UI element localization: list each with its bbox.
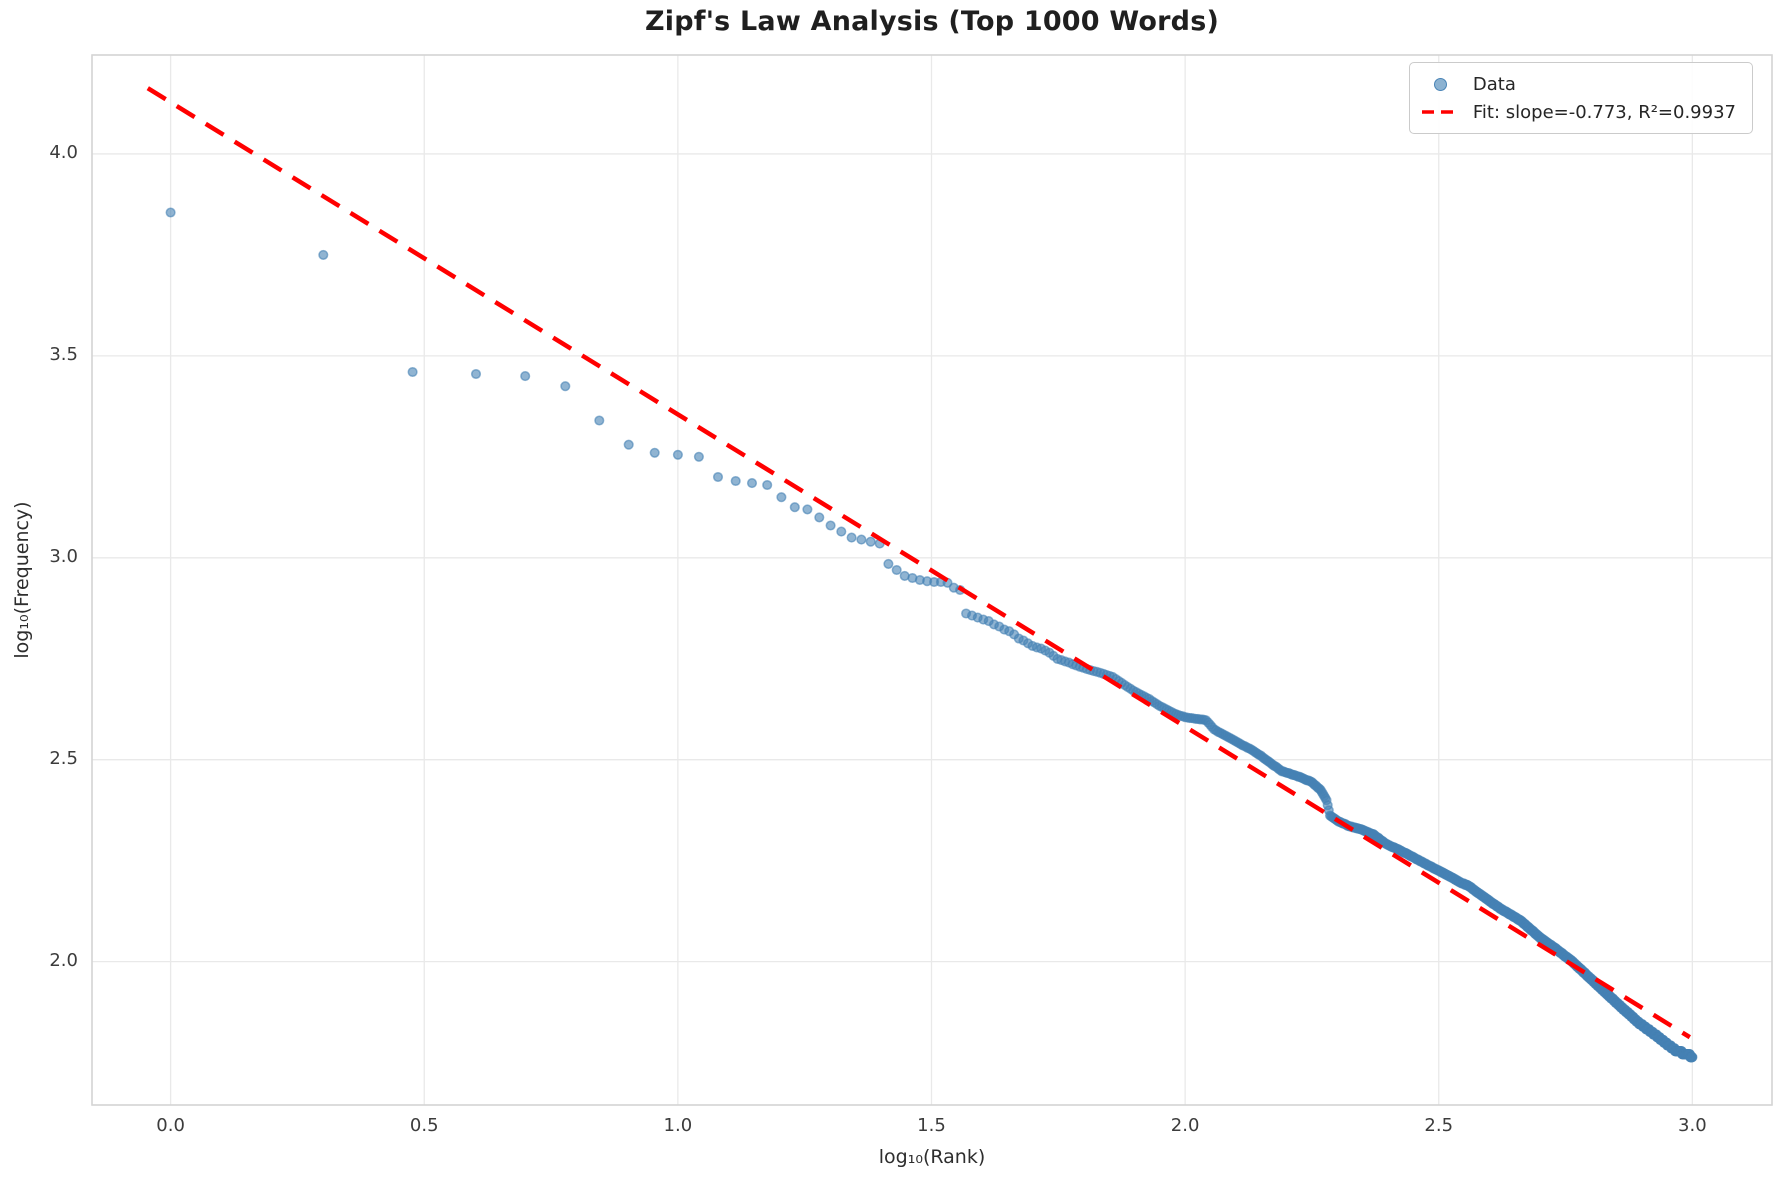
data-point: [594, 415, 605, 426]
legend-label-fit: Fit: slope=-0.773, R²=0.9937: [1472, 101, 1736, 123]
y-tick-label: 3.0: [49, 545, 78, 567]
data-point: [836, 526, 847, 537]
data-point: [802, 504, 813, 515]
data-point: [746, 478, 758, 489]
data-point: [520, 371, 531, 382]
x-tick-label: 2.5: [1424, 1115, 1454, 1136]
data-point: [730, 475, 741, 487]
legend-label-data: Data: [1472, 73, 1516, 95]
data-point: [407, 366, 418, 378]
data-point: [891, 564, 902, 576]
data-point: [1687, 1052, 1698, 1063]
x-tick-label: 1.5: [917, 1115, 946, 1136]
data-point: [318, 249, 329, 260]
data-point: [649, 447, 660, 458]
data-point: [776, 492, 787, 503]
chart-title: Zipf's Law Analysis (Top 1000 Words): [644, 6, 1219, 37]
data-point: [470, 368, 482, 380]
y-tick-label: 2.0: [49, 949, 78, 971]
x-tick-label: 0.5: [409, 1115, 439, 1136]
data-point: [789, 502, 800, 513]
data-point: [672, 449, 683, 460]
y-tick-label: 2.5: [49, 747, 78, 769]
data-point: [846, 532, 857, 543]
x-axis-label: log₁₀(Rank): [878, 1146, 986, 1168]
data-point: [883, 558, 894, 569]
data-point: [712, 471, 724, 483]
data-point: [865, 536, 876, 547]
data-point: [693, 451, 704, 462]
data-point: [814, 512, 825, 523]
data-point: [762, 479, 773, 491]
legend: Data Fit: slope=-0.773, R²=0.9937: [1408, 62, 1753, 134]
legend-item-fit: Fit: slope=-0.773, R²=0.9937: [1421, 98, 1736, 126]
data-point: [825, 520, 836, 531]
axes-spines: [91, 54, 1773, 1106]
fit-line: [146, 86, 1692, 1040]
dashed-line-icon: [1421, 109, 1460, 115]
x-tick-label: 0.0: [156, 1115, 185, 1136]
x-tick-label: 2.0: [1170, 1115, 1200, 1136]
data-point: [856, 534, 867, 545]
y-axis-label: log₁₀(Frequency): [11, 501, 33, 659]
data-point: [623, 439, 634, 450]
data-point: [560, 381, 571, 392]
x-tick-label: 1.0: [663, 1115, 693, 1136]
y-tick-label: 4.0: [49, 141, 78, 163]
x-tick-label: 3.0: [1678, 1115, 1707, 1136]
legend-item-data: Data: [1422, 70, 1736, 98]
scatter-marker-icon: [1422, 77, 1460, 91]
data-point: [165, 207, 176, 218]
y-tick-label: 3.5: [49, 343, 78, 365]
